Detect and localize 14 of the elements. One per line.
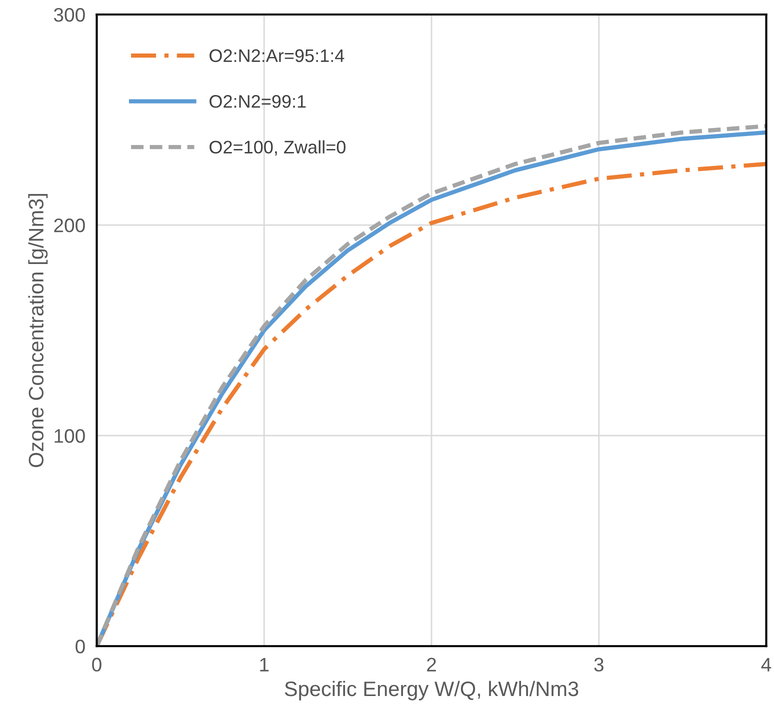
legend-label: O2:N2=99:1 [210,95,306,108]
x-tick-label: 3 [594,658,604,672]
x-tick-label: 2 [427,658,436,672]
y-tick-label: 300 [54,8,85,22]
y-tick-label: 100 [54,429,85,443]
x-tick-label: 1 [260,658,269,672]
y-tick-label: 200 [54,218,85,232]
x-axis-title: Specific Energy W/Q, kWh/Nm3 [284,680,578,700]
legend-label: O2:N2:Ar=95:1:4 [210,49,344,62]
y-tick-label: 0 [76,640,85,654]
y-axis-title: Ozone Concentration [g/Nm3] [28,194,48,468]
x-tick-label: 0 [92,658,102,672]
x-tick-label: 4 [761,658,772,672]
legend-label: O2=100, Zwall=0 [210,140,346,156]
